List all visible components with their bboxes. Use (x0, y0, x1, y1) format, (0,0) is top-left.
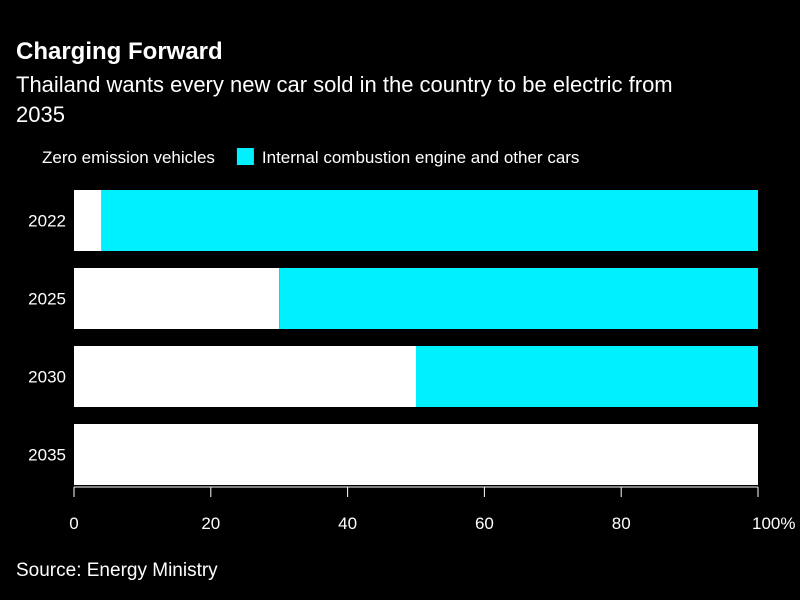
legend-item-2-swatch (236, 148, 254, 165)
x-tick-label-100: 100% (752, 514, 795, 533)
source-note: Source: Energy Ministry (16, 560, 218, 581)
y-label-2035: 2035 (28, 446, 66, 465)
chart-bars (74, 190, 759, 485)
chart-subtitle-line-1: Thailand wants every new car sold in the… (16, 72, 673, 97)
y-axis-labels: 2022 2025 2030 2035 (28, 212, 66, 465)
chart-title: Charging Forward (16, 38, 223, 65)
x-axis: 0 20 40 60 80 100% (69, 486, 795, 533)
x-tick-label-20: 20 (201, 514, 220, 533)
legend-item-2: Internal combustion engine and other car… (236, 148, 580, 167)
bar-2035-series-1 (74, 424, 758, 485)
bar-2030-series-1 (74, 346, 416, 407)
bar-2025-series-1 (74, 268, 280, 329)
bar-2022-series-1 (74, 190, 102, 251)
y-label-2022: 2022 (28, 212, 66, 231)
y-label-2025: 2025 (28, 290, 66, 309)
x-tick-label-60: 60 (475, 514, 494, 533)
bar-2030-series-2 (416, 346, 758, 407)
legend-item-2-label: Internal combustion engine and other car… (262, 148, 580, 167)
chart-subtitle-line-2: 2035 (16, 102, 65, 127)
y-label-2030: 2030 (28, 368, 66, 387)
x-tick-label-40: 40 (338, 514, 357, 533)
x-tick-label-80: 80 (612, 514, 631, 533)
legend-item-1: Zero emission vehicles (42, 148, 215, 167)
chart-legend: Zero emission vehicles Internal combustio… (42, 148, 579, 167)
bar-2025-series-2 (279, 268, 758, 329)
bar-2022-series-2 (101, 190, 759, 251)
chart-subtitle: Thailand wants every new car sold in the… (16, 70, 800, 130)
legend-item-1-label: Zero emission vehicles (42, 148, 215, 167)
x-tick-label-0: 0 (69, 514, 78, 533)
